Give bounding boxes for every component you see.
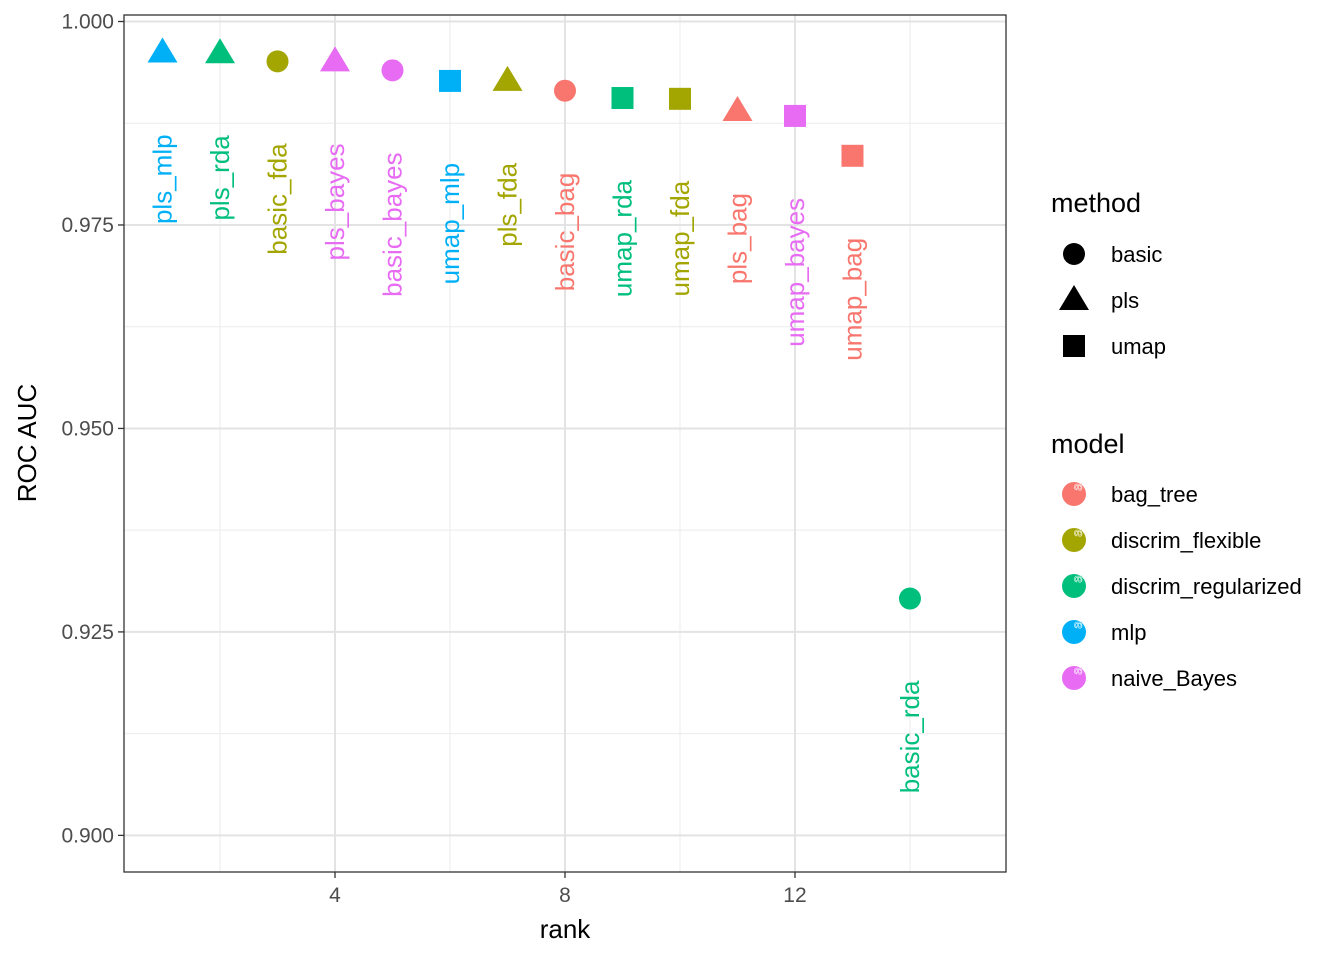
legend-key-glyph: a: [1069, 667, 1085, 675]
legend-title-model: model: [1051, 429, 1125, 459]
legend-key-glyph: a: [1069, 621, 1085, 629]
x-axis-title: rank: [540, 914, 592, 944]
point-label: umap_fda: [665, 180, 695, 296]
x-tick-label: 12: [783, 884, 806, 907]
y-tick-label: 0.925: [61, 621, 114, 644]
point-label: basic_bag: [550, 173, 580, 292]
point-umap_bag: [841, 144, 864, 167]
legend-key-pls: [1059, 285, 1089, 310]
point-label: umap_bag: [837, 238, 867, 361]
point-basic_rda: [898, 587, 921, 610]
point-label: basic_rda: [895, 680, 925, 793]
y-tick-label: 0.950: [61, 417, 114, 440]
point-basic_fda: [266, 50, 289, 73]
point-label: basic_fda: [263, 143, 293, 255]
point-basic_bag: [554, 79, 576, 102]
point-umap_bayes: [783, 104, 806, 127]
y-tick-label: 1.000: [61, 11, 114, 34]
legend-key-naive_Bayes: [1062, 666, 1086, 690]
legend-key-mlp: [1062, 620, 1086, 644]
point-label: basic_bayes: [378, 152, 408, 297]
point-label: pls_mlp: [148, 134, 178, 224]
legend-key-bag_tree: [1062, 482, 1086, 506]
x-tick-label: 4: [329, 884, 341, 907]
point-pls_mlp: [147, 37, 178, 63]
grid: [124, 15, 1006, 872]
point-pls_rda: [205, 38, 236, 64]
legend-key-glyph: a: [1069, 575, 1085, 583]
data-points: pls_mlp pls_rda basic_fda pls_bayes basic_ba…: [147, 37, 925, 793]
legend-label: mlp: [1111, 620, 1146, 645]
point-label: umap_mlp: [435, 163, 465, 284]
legend-label: discrim_regularized: [1111, 574, 1302, 599]
legend-label: pls: [1111, 288, 1139, 313]
legend-label: discrim_flexible: [1111, 528, 1261, 553]
point-label: pls_rda: [205, 135, 235, 221]
y-axis-title: ROC AUC: [12, 384, 42, 502]
legend-key-discrim_regularized: [1062, 574, 1086, 598]
legend-label: basic: [1111, 242, 1162, 267]
legend-key-glyph: a: [1069, 529, 1085, 537]
point-label: pls_bayes: [320, 143, 350, 260]
point-pls_bag: [722, 96, 753, 122]
x-tick-label: 8: [559, 884, 571, 907]
y-tick-label: 0.900: [61, 824, 114, 847]
point-pls_bayes: [320, 46, 351, 72]
legend-key-umap: [1063, 335, 1085, 357]
legend-key-discrim_flexible: [1062, 528, 1086, 552]
point-umap_fda: [668, 87, 691, 110]
legend-label: bag_tree: [1111, 482, 1198, 507]
point-label: pls_bag: [722, 193, 752, 284]
legend-label: umap: [1111, 334, 1166, 359]
y-tick-label: 0.975: [61, 214, 114, 237]
legend-title-method: method: [1051, 188, 1141, 218]
point-label: pls_fda: [493, 162, 523, 246]
legend-label: naive_Bayes: [1111, 666, 1237, 691]
legend-key-basic: [1063, 243, 1085, 265]
axes: 4 8 12 0.900 0.925 0.950 0.975 1.000: [61, 11, 806, 907]
point-umap_mlp: [439, 69, 462, 92]
point-label: umap_rda: [607, 179, 637, 297]
point-basic_bayes: [381, 59, 404, 82]
legend-key-glyph: a: [1069, 483, 1085, 491]
point-umap_rda: [611, 87, 634, 110]
point-pls_fda: [492, 65, 523, 91]
point-label: umap_bayes: [780, 198, 810, 347]
